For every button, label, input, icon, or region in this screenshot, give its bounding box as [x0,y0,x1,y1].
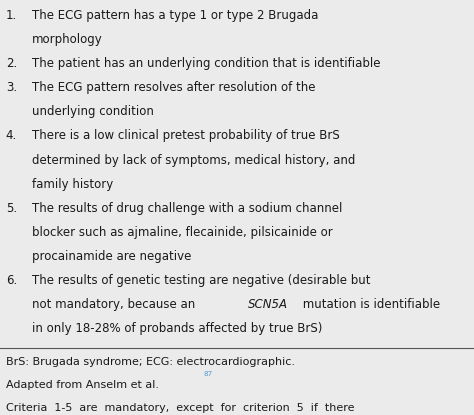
Text: Adapted from Anselm et al.: Adapted from Anselm et al. [6,380,159,390]
Text: mutation is identifiable: mutation is identifiable [299,298,440,311]
Text: Criteria  1-5  are  mandatory,  except  for  criterion  5  if  there: Criteria 1-5 are mandatory, except for c… [6,403,354,413]
Text: There is a low clinical pretest probability of true BrS: There is a low clinical pretest probabil… [32,129,340,142]
Text: BrS: Brugada syndrome; ECG: electrocardiographic.: BrS: Brugada syndrome; ECG: electrocardi… [6,357,295,367]
Text: 1.: 1. [6,9,17,22]
Text: 2.: 2. [6,57,17,70]
Text: 5.: 5. [6,202,17,215]
Text: in only 18-28% of probands affected by true BrS): in only 18-28% of probands affected by t… [32,322,323,335]
Text: The ECG pattern resolves after resolution of the: The ECG pattern resolves after resolutio… [32,81,316,94]
Text: morphology: morphology [32,33,103,46]
Text: 87: 87 [203,371,212,377]
Text: blocker such as ajmaline, flecainide, pilsicainide or: blocker such as ajmaline, flecainide, pi… [32,226,333,239]
Text: family history: family history [32,178,113,190]
Text: not mandatory, because an: not mandatory, because an [32,298,199,311]
Text: The ECG pattern has a type 1 or type 2 Brugada: The ECG pattern has a type 1 or type 2 B… [32,9,319,22]
Text: The results of genetic testing are negative (desirable but: The results of genetic testing are negat… [32,274,371,287]
Text: The patient has an underlying condition that is identifiable: The patient has an underlying condition … [32,57,381,70]
Text: underlying condition: underlying condition [32,105,154,118]
Text: procainamide are negative: procainamide are negative [32,250,191,263]
Text: The results of drug challenge with a sodium channel: The results of drug challenge with a sod… [32,202,343,215]
Text: 6.: 6. [6,274,17,287]
Text: determined by lack of symptoms, medical history, and: determined by lack of symptoms, medical … [32,154,356,166]
Text: SCN5A: SCN5A [248,298,288,311]
Text: 3.: 3. [6,81,17,94]
Text: 4.: 4. [6,129,17,142]
